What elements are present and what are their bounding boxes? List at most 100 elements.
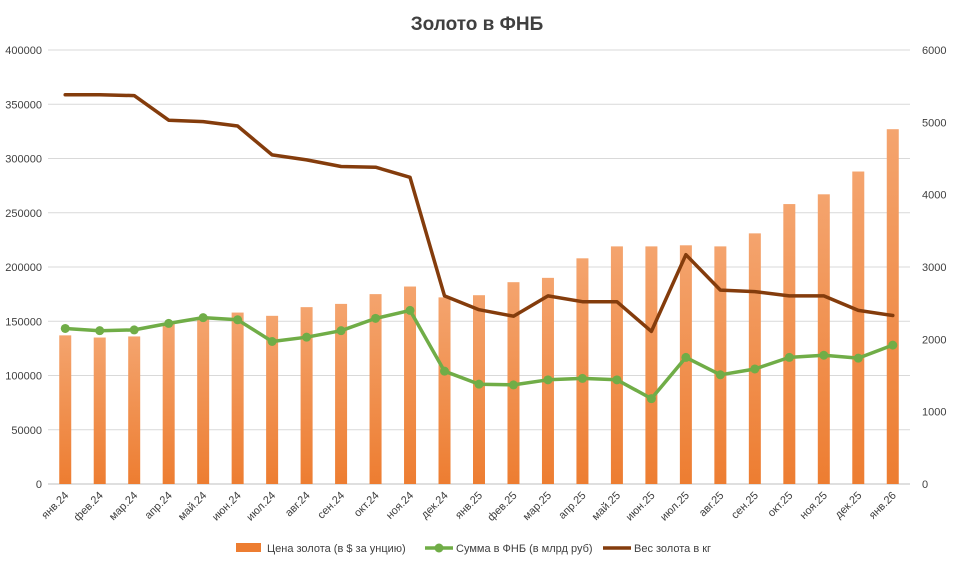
fnb-sum-marker	[95, 326, 105, 336]
fnb-sum-marker	[508, 380, 518, 390]
price-bar	[197, 319, 210, 484]
price-bar	[266, 315, 279, 484]
x-axis-tick-label: фев.24	[72, 490, 106, 524]
x-axis-tick-label: мар.24	[107, 490, 140, 523]
x-axis-tick-label: янв.24	[39, 490, 71, 522]
price-bar	[59, 335, 72, 484]
x-axis-tick-label: июл.25	[658, 490, 692, 524]
left-axis-tick-label: 300000	[5, 154, 42, 166]
line-series	[60, 93, 898, 404]
fnb-sum-marker	[233, 315, 243, 325]
price-bar	[610, 246, 623, 484]
fnb-sum-marker	[750, 364, 760, 374]
x-axis-tick-label: авг.24	[283, 490, 313, 520]
fnb-sum-marker	[440, 366, 450, 376]
fnb-sum-marker	[577, 373, 587, 383]
legend-label: Вес золота в кг	[634, 543, 711, 555]
fnb-sum-marker	[612, 375, 622, 385]
x-axis-tick-label: сен.25	[729, 490, 761, 522]
price-bar	[473, 295, 485, 484]
x-axis-tick-label: апр.25	[556, 490, 588, 522]
price-bar	[852, 171, 865, 484]
x-axis-tick-label: дек.25	[833, 490, 865, 522]
x-axis-tick-label: ноя.24	[384, 490, 416, 522]
price-bar	[162, 323, 175, 484]
x-axis-tick-label: фев.25	[485, 490, 519, 524]
fnb-sum-marker	[543, 375, 553, 385]
price-bar	[438, 297, 451, 484]
fnb-sum-marker	[302, 332, 312, 342]
fnb-sum-marker	[784, 352, 794, 362]
x-axis-tick-label: июл.24	[244, 490, 278, 524]
fnb-sum-marker	[60, 323, 70, 333]
price-bar	[231, 312, 244, 484]
x-axis-tick-label: мар.25	[521, 490, 554, 523]
x-axis-tick-label: май.25	[590, 490, 623, 523]
price-bar	[335, 303, 348, 484]
legend-marker-fnb-sum	[434, 543, 444, 553]
chart-title: Золото в ФНБ	[411, 14, 543, 35]
price-bar	[748, 233, 761, 484]
right-axis-tick-label: 4000	[922, 190, 946, 202]
x-axis-tick-label: янв.25	[453, 490, 485, 522]
left-axis-tick-label: 100000	[5, 371, 42, 383]
fnb-sum-marker	[336, 326, 346, 336]
x-axis-tick-label: сен.24	[315, 490, 347, 522]
fnb-sum-marker	[715, 370, 725, 380]
right-axis-tick-label: 3000	[922, 262, 946, 274]
fnb-sum-marker	[267, 337, 277, 347]
fnb-sum-marker	[888, 340, 898, 350]
legend: Цена золота (в $ за унцию) Сумма в ФНБ (в…	[236, 543, 711, 555]
gold-weight-line	[63, 93, 895, 334]
x-axis-tick-label: ноя.25	[798, 490, 830, 522]
x-axis-tick-label: дек.24	[419, 490, 451, 522]
fnb-sum-marker	[198, 313, 208, 323]
price-bar	[817, 194, 830, 484]
fnb-sum-marker	[129, 325, 139, 335]
bar-series	[59, 129, 899, 484]
x-axis-tick-label: окт.24	[352, 490, 382, 520]
x-axis-tick-label: апр.24	[143, 490, 175, 522]
price-bar	[369, 294, 382, 484]
legend-label: Сумма в ФНБ (в млрд руб)	[456, 543, 593, 555]
right-axis-tick-label: 6000	[922, 45, 946, 57]
left-axis-tick-label: 400000	[5, 45, 42, 57]
left-axis-tick-label: 150000	[5, 316, 42, 328]
right-axis-tick-label: 5000	[922, 117, 946, 129]
fnb-sum-marker	[646, 394, 656, 404]
price-bar	[783, 204, 796, 484]
price-bar	[645, 246, 658, 484]
fnb-sum-marker	[371, 313, 381, 323]
price-bar	[300, 307, 313, 484]
x-axis-tick-label: июн.25	[624, 490, 658, 524]
fnb-sum-marker	[164, 318, 174, 328]
price-bar	[679, 245, 692, 484]
fnb-sum-marker	[853, 353, 863, 363]
x-axis-tick-label: янв.26	[867, 490, 899, 522]
price-bar	[886, 129, 899, 484]
x-axis-tick-label: окт.25	[766, 490, 796, 520]
fnb-sum-marker	[681, 352, 691, 362]
price-bar	[128, 336, 141, 484]
right-axis-tick-label: 0	[922, 479, 928, 491]
price-bar	[576, 258, 589, 484]
legend-label: Цена золота (в $ за унцию)	[267, 543, 406, 555]
left-axis-tick-label: 250000	[5, 208, 42, 220]
left-axis-tick-label: 50000	[11, 425, 42, 437]
right-axis-tick-label: 1000	[922, 407, 946, 419]
left-axis-tick-label: 350000	[5, 99, 42, 111]
x-axis-tick-label: май.24	[176, 490, 209, 523]
price-bar	[714, 246, 727, 484]
fnb-sum-marker	[405, 305, 415, 315]
price-bar	[93, 337, 106, 484]
left-axis-tick-label: 200000	[5, 262, 42, 274]
right-axis-tick-label: 2000	[922, 334, 946, 346]
left-axis-tick-label: 0	[36, 479, 42, 491]
fnb-sum-marker	[819, 350, 829, 360]
x-axis-tick-label: авг.25	[697, 490, 727, 520]
price-bar	[404, 286, 417, 484]
legend-swatch-price	[236, 543, 261, 552]
fnb-sum-marker	[474, 379, 484, 389]
